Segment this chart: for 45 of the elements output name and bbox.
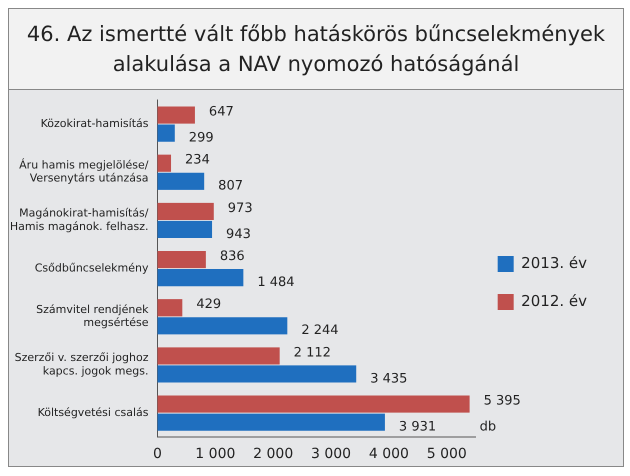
x-tick-label: 4 000 bbox=[368, 446, 409, 462]
data-label: 647 bbox=[208, 104, 234, 120]
legend-label: 2013. év bbox=[521, 254, 588, 272]
data-label: 3 435 bbox=[370, 371, 408, 386]
data-label: 2 112 bbox=[294, 345, 331, 360]
y-tick-label: Költségvetési csalás bbox=[38, 406, 149, 419]
y-tick-label: Csődbűncselekmény bbox=[34, 261, 149, 274]
bar bbox=[158, 414, 385, 431]
bar bbox=[158, 124, 175, 142]
data-label: 234 bbox=[185, 152, 210, 168]
bar bbox=[158, 250, 206, 268]
bar bbox=[158, 172, 204, 190]
x-tick-label: 2 000 bbox=[253, 446, 294, 462]
bar bbox=[158, 317, 288, 334]
data-label: 836 bbox=[220, 248, 245, 264]
bar bbox=[158, 154, 172, 172]
bar bbox=[158, 269, 244, 286]
bar bbox=[158, 106, 195, 124]
legend-label: 2012. év bbox=[521, 292, 588, 310]
x-tick-label: 3 000 bbox=[311, 446, 352, 462]
x-tick-label: 0 bbox=[153, 446, 162, 462]
x-tick-label: 1 000 bbox=[195, 446, 236, 462]
data-label: 3 931 bbox=[398, 420, 436, 435]
bar bbox=[158, 347, 280, 364]
y-tick-label: Szerzői v. szerzői joghoz kapcs. jogok megs. bbox=[14, 351, 149, 378]
data-label: 973 bbox=[228, 200, 253, 216]
data-label: 429 bbox=[196, 297, 222, 312]
x-axis-title: db bbox=[480, 420, 496, 435]
data-label: 943 bbox=[226, 226, 251, 242]
data-label: 1 484 bbox=[257, 275, 295, 290]
data-label: 5 395 bbox=[484, 393, 521, 408]
data-label: 299 bbox=[188, 130, 214, 146]
bar bbox=[158, 220, 212, 238]
bar bbox=[158, 365, 356, 383]
bar bbox=[158, 202, 214, 220]
data-label: 807 bbox=[218, 178, 244, 194]
y-tick-label: Számvitel rendjének megsértése bbox=[36, 303, 150, 330]
data-label: 2 244 bbox=[301, 323, 339, 338]
y-tick-label: Áru hamis megjelölése/ Versenytárs utánzása bbox=[19, 158, 149, 185]
chart-title: 46. Az ismertté vált főbb hatáskörös bűncselekmények alakulása a NAV nyomozó hatóságánál bbox=[26, 21, 606, 78]
y-tick-label: Közokirat-hamisítás bbox=[40, 116, 149, 130]
y-tick-label: Magánokirat-hamisítás/ Hamis magánok. felhasz. bbox=[10, 206, 149, 233]
bar bbox=[158, 299, 182, 316]
bar bbox=[158, 396, 470, 413]
x-tick-label: 5 000 bbox=[426, 446, 467, 462]
